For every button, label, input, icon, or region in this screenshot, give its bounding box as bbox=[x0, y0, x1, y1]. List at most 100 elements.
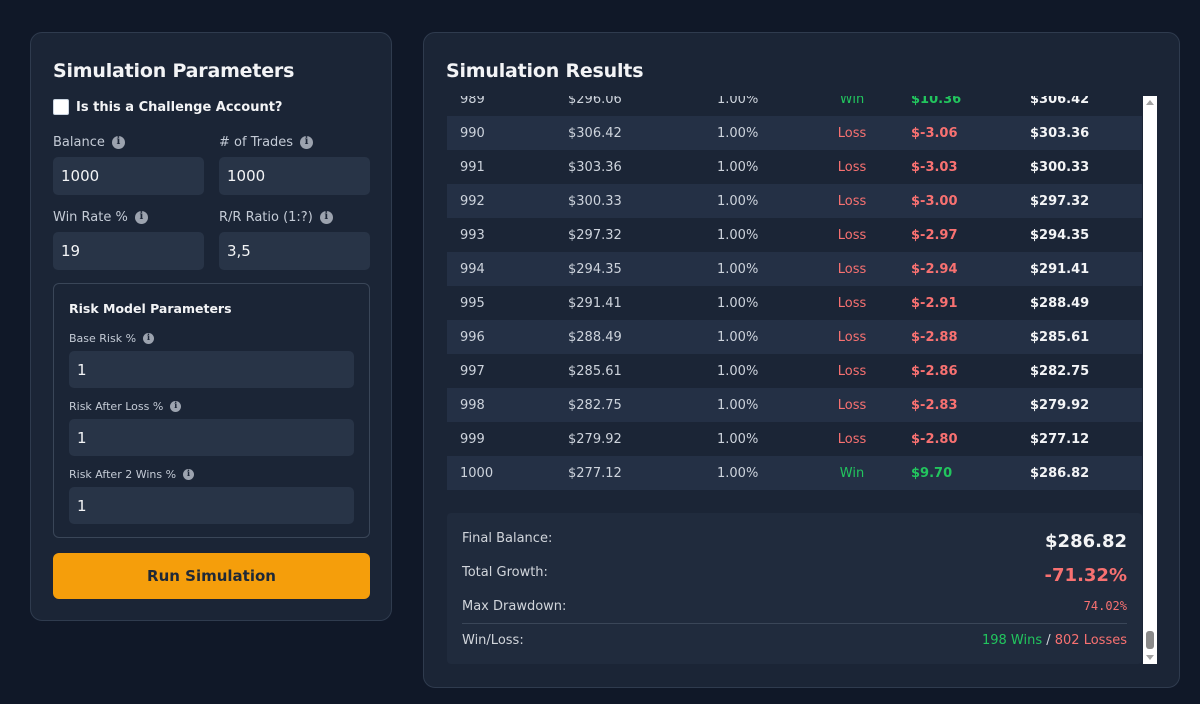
pnl-cell: $-2.94 bbox=[911, 262, 958, 277]
end-balance-cell: $285.61 bbox=[1030, 330, 1090, 345]
table-row: 996 $288.49 1.00% Loss $-2.88 $285.61 bbox=[447, 320, 1142, 354]
rr-ratio-field: R/R Ratio (1:?) i 3,5 bbox=[219, 209, 370, 270]
rr-ratio-label: R/R Ratio (1:?) bbox=[219, 209, 313, 225]
table-row: 998 $282.75 1.00% Loss $-2.83 $279.92 bbox=[447, 388, 1142, 422]
end-balance-cell: $306.42 bbox=[1030, 96, 1090, 107]
parameters-title: Simulation Parameters bbox=[53, 60, 295, 82]
outcome-cell: Loss bbox=[837, 160, 867, 175]
balance-input[interactable]: 1000 bbox=[53, 157, 204, 195]
run-simulation-button[interactable]: Run Simulation bbox=[53, 553, 370, 599]
info-icon[interactable]: i bbox=[183, 468, 195, 480]
scroll-down-icon[interactable] bbox=[1146, 655, 1154, 660]
info-icon[interactable]: i bbox=[170, 400, 182, 412]
info-icon[interactable]: i bbox=[143, 332, 155, 344]
info-icon[interactable]: i bbox=[111, 135, 125, 149]
win-rate-label: Win Rate % bbox=[53, 209, 128, 225]
risk-percent-cell: 1.00% bbox=[717, 296, 759, 311]
results-table[interactable]: 989 $296.06 1.00% Win $10.36 $306.42 990 $306.4… bbox=[447, 96, 1142, 508]
end-balance-cell: $288.49 bbox=[1030, 296, 1090, 311]
table-row: 992 $300.33 1.00% Loss $-3.00 $297.32 bbox=[447, 184, 1142, 218]
results-summary: Final Balance: $286.82 Total Growth: -71… bbox=[447, 513, 1142, 664]
risk-after-loss-input[interactable]: 1 bbox=[69, 419, 354, 456]
end-balance-cell: $291.41 bbox=[1030, 262, 1090, 277]
start-balance-cell: $285.61 bbox=[568, 364, 622, 379]
pnl-cell: $10.36 bbox=[911, 96, 962, 107]
trades-label: # of Trades bbox=[219, 134, 294, 150]
challenge-account-label[interactable]: Is this a Challenge Account? bbox=[76, 99, 283, 115]
risk-model-section: Risk Model Parameters Base Risk % i 1 Ri… bbox=[53, 283, 370, 538]
risk-percent-cell: 1.00% bbox=[717, 96, 759, 107]
table-row: 1000 $277.12 1.00% Win $9.70 $286.82 bbox=[447, 456, 1142, 490]
info-icon[interactable]: i bbox=[300, 135, 314, 149]
start-balance-cell: $296.06 bbox=[568, 96, 622, 107]
trade-number-cell: 991 bbox=[460, 160, 485, 175]
info-icon[interactable]: i bbox=[319, 210, 333, 224]
balance-label: Balance bbox=[53, 134, 105, 150]
end-balance-cell: $277.12 bbox=[1030, 432, 1090, 447]
risk-percent-cell: 1.00% bbox=[717, 466, 759, 481]
risk-percent-cell: 1.00% bbox=[717, 194, 759, 209]
outcome-cell: Loss bbox=[837, 364, 867, 379]
outcome-cell: Loss bbox=[837, 432, 867, 447]
outcome-cell: Loss bbox=[837, 296, 867, 311]
start-balance-cell: $300.33 bbox=[568, 194, 622, 209]
losses-count: 802 Losses bbox=[1054, 633, 1127, 648]
scrollbar-thumb[interactable] bbox=[1146, 631, 1154, 649]
table-row: 994 $294.35 1.00% Loss $-2.94 $291.41 bbox=[447, 252, 1142, 286]
challenge-account-row[interactable]: Is this a Challenge Account? bbox=[53, 99, 282, 115]
win-rate-field: Win Rate % i 19 bbox=[53, 209, 204, 270]
summary-divider bbox=[462, 623, 1127, 624]
risk-after-2-wins-input[interactable]: 1 bbox=[69, 487, 354, 524]
end-balance-cell: $300.33 bbox=[1030, 160, 1090, 175]
challenge-account-checkbox[interactable] bbox=[53, 99, 69, 115]
outcome-cell: Win bbox=[839, 466, 865, 481]
risk-percent-cell: 1.00% bbox=[717, 330, 759, 345]
trade-number-cell: 993 bbox=[460, 228, 485, 243]
simulation-results-panel: Simulation Results 989 $296.06 1.00% Win $10… bbox=[423, 32, 1180, 688]
base-risk-input[interactable]: 1 bbox=[69, 351, 354, 388]
risk-percent-cell: 1.00% bbox=[717, 364, 759, 379]
end-balance-cell: $303.36 bbox=[1030, 126, 1090, 141]
end-balance-cell: $297.32 bbox=[1030, 194, 1090, 209]
risk-model-title: Risk Model Parameters bbox=[69, 301, 232, 316]
base-risk-field: Base Risk % i 1 bbox=[69, 331, 354, 388]
pnl-cell: $-3.06 bbox=[911, 126, 958, 141]
start-balance-cell: $303.36 bbox=[568, 160, 622, 175]
end-balance-cell: $294.35 bbox=[1030, 228, 1090, 243]
trades-input[interactable]: 1000 bbox=[219, 157, 370, 195]
win-rate-input[interactable]: 19 bbox=[53, 232, 204, 270]
max-drawdown-label: Max Drawdown: bbox=[462, 599, 567, 614]
table-row: 990 $306.42 1.00% Loss $-3.06 $303.36 bbox=[447, 116, 1142, 150]
scroll-up-icon[interactable] bbox=[1146, 100, 1154, 105]
risk-after-loss-label: Risk After Loss % bbox=[69, 399, 164, 413]
total-growth-label: Total Growth: bbox=[462, 565, 548, 580]
start-balance-cell: $279.92 bbox=[568, 432, 622, 447]
trade-number-cell: 994 bbox=[460, 262, 485, 277]
table-row: 993 $297.32 1.00% Loss $-2.97 $294.35 bbox=[447, 218, 1142, 252]
table-row: 999 $279.92 1.00% Loss $-2.80 $277.12 bbox=[447, 422, 1142, 456]
pnl-cell: $-2.97 bbox=[911, 228, 958, 243]
start-balance-cell: $297.32 bbox=[568, 228, 622, 243]
risk-percent-cell: 1.00% bbox=[717, 160, 759, 175]
win-loss-value: 198 Wins / 802 Losses bbox=[982, 633, 1127, 648]
simulation-parameters-panel: Simulation Parameters Is this a Challeng… bbox=[30, 32, 392, 621]
rr-ratio-input[interactable]: 3,5 bbox=[219, 232, 370, 270]
outcome-cell: Loss bbox=[837, 194, 867, 209]
trades-field: # of Trades i 1000 bbox=[219, 134, 370, 195]
final-balance-value: $286.82 bbox=[1045, 531, 1127, 552]
info-icon[interactable]: i bbox=[134, 210, 148, 224]
trade-number-cell: 995 bbox=[460, 296, 485, 311]
trade-number-cell: 992 bbox=[460, 194, 485, 209]
risk-percent-cell: 1.00% bbox=[717, 432, 759, 447]
start-balance-cell: $282.75 bbox=[568, 398, 622, 413]
end-balance-cell: $279.92 bbox=[1030, 398, 1090, 413]
trade-number-cell: 998 bbox=[460, 398, 485, 413]
pnl-cell: $-3.00 bbox=[911, 194, 958, 209]
start-balance-cell: $277.12 bbox=[568, 466, 622, 481]
max-drawdown-value: 74.02% bbox=[1083, 599, 1127, 613]
results-scrollbar[interactable] bbox=[1143, 96, 1157, 664]
outcome-cell: Win bbox=[839, 96, 865, 107]
table-row: 995 $291.41 1.00% Loss $-2.91 $288.49 bbox=[447, 286, 1142, 320]
base-risk-label: Base Risk % bbox=[69, 331, 137, 345]
results-table-body: 989 $296.06 1.00% Win $10.36 $306.42 990 $306.4… bbox=[447, 96, 1142, 490]
